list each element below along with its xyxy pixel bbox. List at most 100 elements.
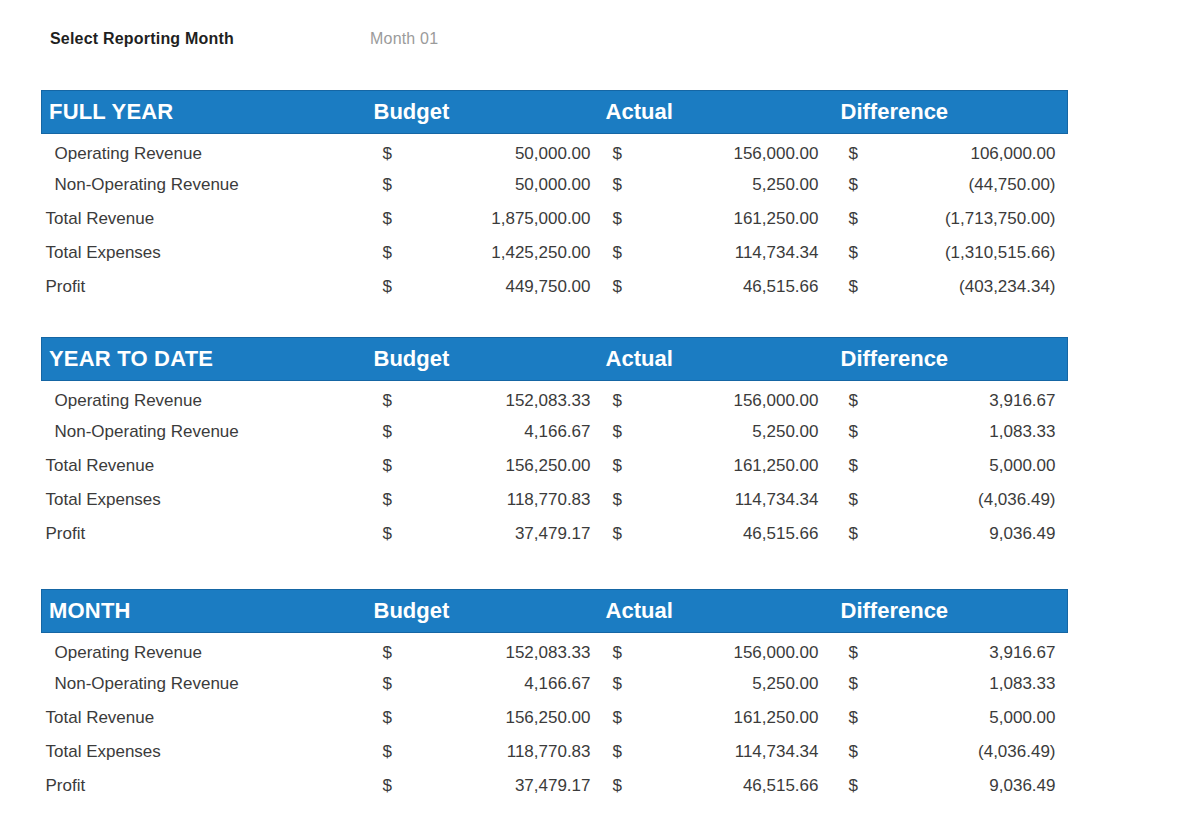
currency-symbol: $ (372, 667, 426, 701)
difference-value: 1,083.33 (891, 415, 1068, 449)
currency-symbol: $ (372, 633, 426, 667)
budget-value: 4,166.67 (426, 667, 595, 701)
budget-value: 1,875,000.00 (426, 202, 595, 236)
currency-symbol: $ (823, 270, 891, 304)
row-label: Profit (42, 517, 372, 551)
currency-symbol: $ (372, 449, 426, 483)
row-label: Operating Revenue (42, 633, 372, 667)
currency-symbol: $ (372, 517, 426, 551)
column-header-actual: Actual (595, 338, 823, 381)
budget-value: 4,166.67 (426, 415, 595, 449)
currency-symbol: $ (823, 134, 891, 168)
table-row: Non-Operating Revenue $ 50,000.00 $ 5,25… (42, 168, 1068, 202)
column-header-budget: Budget (372, 338, 595, 381)
table-row: Profit $ 37,479.17 $ 46,515.66 $ 9,036.4… (42, 769, 1068, 803)
difference-value: 106,000.00 (891, 134, 1068, 168)
table-row: Total Expenses $ 1,425,250.00 $ 114,734.… (42, 236, 1068, 270)
table-row: Non-Operating Revenue $ 4,166.67 $ 5,250… (42, 415, 1068, 449)
column-header-budget: Budget (372, 91, 595, 134)
difference-value: (4,036.49) (891, 735, 1068, 769)
difference-value: (44,750.00) (891, 168, 1068, 202)
currency-symbol: $ (823, 769, 891, 803)
row-label: Total Revenue (42, 701, 372, 735)
currency-symbol: $ (823, 168, 891, 202)
currency-symbol: $ (372, 415, 426, 449)
difference-value: (4,036.49) (891, 483, 1068, 517)
row-label: Non-Operating Revenue (42, 667, 372, 701)
currency-symbol: $ (595, 449, 656, 483)
currency-symbol: $ (823, 667, 891, 701)
currency-symbol: $ (595, 769, 656, 803)
budget-value: 50,000.00 (426, 168, 595, 202)
currency-symbol: $ (595, 483, 656, 517)
currency-symbol: $ (595, 381, 656, 415)
actual-value: 161,250.00 (656, 202, 823, 236)
row-label: Profit (42, 769, 372, 803)
currency-symbol: $ (372, 134, 426, 168)
actual-value: 46,515.66 (656, 517, 823, 551)
currency-symbol: $ (372, 236, 426, 270)
actual-value: 46,515.66 (656, 769, 823, 803)
row-label: Operating Revenue (42, 134, 372, 168)
currency-symbol: $ (595, 735, 656, 769)
row-label: Non-Operating Revenue (42, 168, 372, 202)
currency-symbol: $ (595, 415, 656, 449)
budget-value: 152,083.33 (426, 381, 595, 415)
currency-symbol: $ (595, 667, 656, 701)
currency-symbol: $ (372, 202, 426, 236)
currency-symbol: $ (823, 415, 891, 449)
budget-value: 449,750.00 (426, 270, 595, 304)
column-header-difference: Difference (823, 91, 1068, 134)
row-label: Profit (42, 270, 372, 304)
budget-value: 152,083.33 (426, 633, 595, 667)
difference-value: 5,000.00 (891, 701, 1068, 735)
year-to-date-table: YEAR TO DATE Budget Actual Difference Op… (41, 337, 1068, 551)
difference-value: 3,916.67 (891, 381, 1068, 415)
currency-symbol: $ (595, 134, 656, 168)
currency-symbol: $ (823, 381, 891, 415)
table-row: Operating Revenue $ 152,083.33 $ 156,000… (42, 633, 1068, 667)
currency-symbol: $ (595, 236, 656, 270)
budget-value: 156,250.00 (426, 701, 595, 735)
column-header-actual: Actual (595, 590, 823, 633)
actual-value: 161,250.00 (656, 449, 823, 483)
column-header-budget: Budget (372, 590, 595, 633)
reporting-month-dropdown[interactable]: Month 01 (370, 30, 438, 48)
full-year-table: FULL YEAR Budget Actual Difference Opera… (41, 90, 1068, 304)
currency-symbol: $ (823, 202, 891, 236)
currency-symbol: $ (595, 270, 656, 304)
column-header-difference: Difference (823, 590, 1068, 633)
currency-symbol: $ (823, 633, 891, 667)
difference-value: 5,000.00 (891, 449, 1068, 483)
column-header-difference: Difference (823, 338, 1068, 381)
table-header-row: MONTH Budget Actual Difference (42, 590, 1068, 633)
currency-symbol: $ (595, 701, 656, 735)
difference-value: 9,036.49 (891, 517, 1068, 551)
currency-symbol: $ (372, 381, 426, 415)
currency-symbol: $ (372, 483, 426, 517)
table-row: Total Expenses $ 118,770.83 $ 114,734.34… (42, 483, 1068, 517)
difference-value: (1,713,750.00) (891, 202, 1068, 236)
actual-value: 114,734.34 (656, 483, 823, 517)
table-row: Total Expenses $ 118,770.83 $ 114,734.34… (42, 735, 1068, 769)
table-row: Operating Revenue $ 152,083.33 $ 156,000… (42, 381, 1068, 415)
difference-value: (403,234.34) (891, 270, 1068, 304)
actual-value: 156,000.00 (656, 134, 823, 168)
actual-value: 5,250.00 (656, 168, 823, 202)
difference-value: 1,083.33 (891, 667, 1068, 701)
table-row: Operating Revenue $ 50,000.00 $ 156,000.… (42, 134, 1068, 168)
row-label: Total Revenue (42, 449, 372, 483)
row-label: Total Expenses (42, 483, 372, 517)
budget-report-sheet: Select Reporting Month Month 01 FULL YEA… (0, 0, 1200, 832)
actual-value: 161,250.00 (656, 701, 823, 735)
actual-value: 156,000.00 (656, 633, 823, 667)
currency-symbol: $ (372, 735, 426, 769)
actual-value: 114,734.34 (656, 735, 823, 769)
budget-value: 37,479.17 (426, 517, 595, 551)
budget-value: 37,479.17 (426, 769, 595, 803)
difference-value: (1,310,515.66) (891, 236, 1068, 270)
difference-value: 3,916.67 (891, 633, 1068, 667)
budget-value: 50,000.00 (426, 134, 595, 168)
budget-value: 1,425,250.00 (426, 236, 595, 270)
currency-symbol: $ (595, 202, 656, 236)
